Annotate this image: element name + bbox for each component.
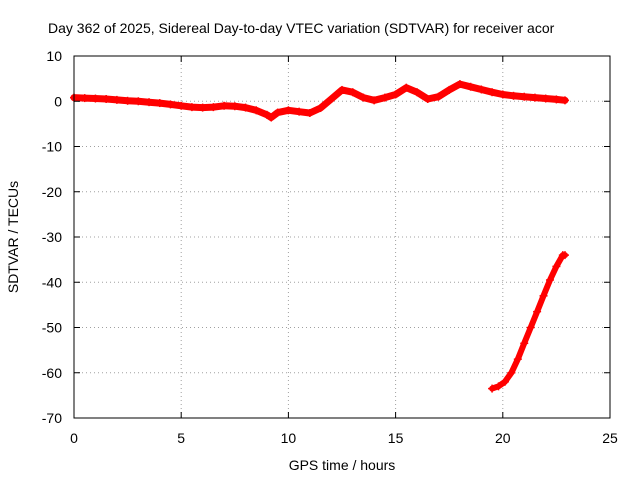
- data-point: [509, 91, 518, 100]
- x-tick-label: 0: [70, 430, 78, 446]
- data-point: [80, 94, 89, 103]
- data-point: [134, 97, 143, 106]
- x-tick-label: 25: [602, 430, 618, 446]
- data-point: [267, 113, 276, 122]
- data-point: [560, 96, 569, 105]
- y-tick-label: -60: [42, 365, 62, 381]
- data-point: [533, 307, 542, 316]
- data-point: [273, 108, 282, 117]
- x-tick-label: 5: [177, 430, 185, 446]
- y-tick-label: -10: [42, 139, 62, 155]
- data-point: [520, 92, 529, 101]
- x-tick-label: 15: [388, 430, 404, 446]
- data-point: [526, 323, 535, 332]
- data-point: [539, 291, 548, 300]
- data-point: [498, 90, 507, 99]
- data-point: [513, 355, 522, 364]
- y-tick-label: -70: [42, 410, 62, 426]
- data-point: [284, 106, 293, 115]
- x-axis-label: GPS time / hours: [289, 457, 396, 473]
- x-tick-label: 10: [281, 430, 297, 446]
- data-point: [391, 90, 400, 99]
- data-point: [552, 95, 561, 104]
- y-tick-label: 10: [46, 48, 62, 64]
- y-tick-label: -40: [42, 274, 62, 290]
- chart-title: Day 362 of 2025, Sidereal Day-to-day VTE…: [48, 20, 555, 36]
- data-point: [370, 96, 379, 105]
- y-tick-label: 0: [54, 93, 62, 109]
- data-point: [338, 85, 346, 94]
- data-point: [145, 98, 154, 107]
- data-point: [500, 377, 509, 386]
- data-point: [305, 109, 314, 118]
- data-point: [413, 88, 422, 97]
- data-point: [359, 93, 368, 102]
- y-tick-label: -20: [42, 184, 62, 200]
- data-point: [494, 382, 503, 391]
- data-point: [402, 83, 411, 92]
- data-point: [177, 101, 186, 110]
- data-point: [445, 85, 454, 94]
- data-point: [91, 94, 100, 103]
- data-point: [434, 92, 443, 101]
- data-point: [241, 103, 250, 112]
- data-point: [123, 96, 132, 105]
- data-point: [327, 94, 336, 103]
- data-point: [102, 94, 111, 103]
- data-point: [552, 262, 561, 271]
- data-point: [166, 100, 175, 109]
- data-point: [541, 94, 550, 103]
- data-point: [380, 93, 389, 102]
- data-point: [187, 103, 196, 112]
- data-point: [477, 85, 486, 94]
- data-point: [488, 88, 497, 97]
- data-point: [348, 88, 357, 97]
- data-point: [209, 103, 218, 112]
- data-point: [316, 104, 325, 113]
- data-point: [507, 368, 516, 377]
- data-point: [198, 103, 207, 112]
- y-tick-label: -50: [42, 320, 62, 336]
- x-tick-label: 20: [495, 430, 511, 446]
- data-point: [520, 339, 529, 348]
- data-point: [262, 110, 271, 119]
- data-point: [560, 251, 569, 260]
- data-point: [488, 384, 497, 393]
- data-point: [455, 80, 464, 89]
- data-point: [545, 275, 554, 284]
- data-point: [295, 107, 304, 116]
- y-axis-label: SDTVAR / TECUs: [5, 181, 21, 293]
- data-point: [112, 95, 121, 104]
- grid-layer: [74, 56, 610, 418]
- data-point: [155, 99, 164, 108]
- data-point: [252, 106, 261, 115]
- data-point: [423, 94, 432, 103]
- tick-layer: 0 5 10 15 20 25 10 0 -10 -20 -30 -40 -50 -60 -70: [42, 48, 618, 446]
- data-point: [220, 101, 229, 110]
- y-tick-label: -30: [42, 229, 62, 245]
- data-point: [230, 102, 239, 111]
- data-point: [466, 82, 475, 91]
- series-layer: [70, 80, 569, 393]
- data-point: [530, 93, 539, 102]
